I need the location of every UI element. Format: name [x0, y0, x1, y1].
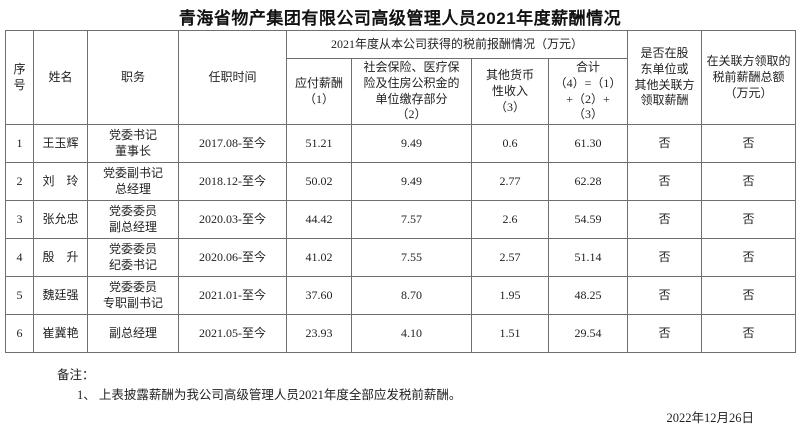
cell-tenure: 2018.12-至今: [178, 162, 287, 202]
cell-other: 2.77: [471, 162, 549, 202]
cell-name: 魏廷强: [33, 276, 88, 316]
cell-seq: 6: [5, 314, 34, 354]
cell-other: 2.57: [471, 238, 549, 278]
notes-label: 备注：: [57, 368, 95, 383]
cell-tenure: 2021.05-至今: [178, 314, 287, 354]
cell-social: 4.10: [351, 314, 472, 354]
cell-related: 否: [701, 314, 797, 354]
cell-related: 否: [701, 200, 797, 240]
cell-shareholder: 否: [627, 276, 703, 316]
cell-payable: 23.93: [286, 314, 352, 354]
note-item: 1、 上表披露薪酬为我公司高级管理人员2021年度全部应发税前薪酬。: [77, 388, 462, 403]
cell-name: 殷 升: [33, 238, 88, 278]
cell-tenure: 2020.06-至今: [178, 238, 287, 278]
page-title: 青海省物产集团有限公司高级管理人员2021年度薪酬情况: [178, 9, 622, 28]
table-row: 1 王玉辉 党委书记 董事长 2017.08-至今 51.21 9.49 0.6…: [5, 124, 797, 164]
table-row: 2 刘 玲 党委副书记 总经理 2018.12-至今 50.02 9.49 2.…: [5, 162, 797, 202]
cell-total: 62.28: [547, 162, 629, 202]
cell-seq: 2: [5, 162, 34, 202]
header-seq: 序 号: [5, 29, 34, 126]
cell-position: 党委委员 副总经理: [87, 200, 179, 240]
header-social: 社会保险、医疗保 险及住房公积金的 单位缴存部分 （2）: [351, 57, 472, 126]
cell-social: 9.49: [351, 162, 472, 202]
cell-payable: 41.02: [286, 238, 352, 278]
cell-payable: 37.60: [286, 276, 352, 316]
cell-other: 1.95: [471, 276, 549, 316]
cell-seq: 1: [5, 124, 34, 164]
cell-name: 张允忠: [33, 200, 88, 240]
cell-total: 48.25: [547, 276, 629, 316]
cell-shareholder: 否: [627, 124, 703, 164]
cell-tenure: 2017.08-至今: [178, 124, 287, 164]
cell-name: 崔冀艳: [33, 314, 88, 354]
table-row: 4 殷 升 党委委员 纪委书记 2020.06-至今 41.02 7.55 2.…: [5, 238, 797, 278]
header-tenure: 任职时间: [178, 29, 287, 126]
cell-related: 否: [701, 162, 797, 202]
cell-related: 否: [701, 124, 797, 164]
cell-social: 8.70: [351, 276, 472, 316]
cell-shareholder: 否: [627, 238, 703, 278]
cell-tenure: 2020.03-至今: [178, 200, 287, 240]
cell-tenure: 2021.01-至今: [178, 276, 287, 316]
header-other: 其他货币 性收入 （3）: [471, 57, 549, 126]
document-date: 2022年12月26日: [666, 411, 754, 425]
cell-payable: 50.02: [286, 162, 352, 202]
cell-related: 否: [701, 276, 797, 316]
table-row: 5 魏廷强 党委委员 专职副书记 2021.01-至今 37.60 8.70 1…: [5, 276, 797, 316]
cell-total: 54.59: [547, 200, 629, 240]
header-payable: 应付薪酬 （1）: [286, 57, 352, 126]
header-shareholder: 是否在股 东单位或 其他关联方 领取薪酬: [627, 29, 703, 126]
cell-position: 党委书记 董事长: [87, 124, 179, 164]
salary-table: 序 号 姓名 职务 任职时间 2021年度从本公司获得的税前报酬情况（万元） 是…: [5, 29, 797, 354]
cell-name: 王玉辉: [33, 124, 88, 164]
notes-section: 备注： 1、 上表披露薪酬为我公司高级管理人员2021年度全部应发税前薪酬。: [57, 366, 800, 404]
cell-seq: 3: [5, 200, 34, 240]
header-related: 在关联方领取的 税前薪酬总额 （万元）: [701, 29, 797, 126]
cell-seq: 4: [5, 238, 34, 278]
cell-shareholder: 否: [627, 162, 703, 202]
header-name: 姓名: [33, 29, 88, 126]
cell-position: 党委委员 专职副书记: [87, 276, 179, 316]
cell-other: 0.6: [471, 124, 549, 164]
cell-total: 51.14: [547, 238, 629, 278]
cell-other: 1.51: [471, 314, 549, 354]
header-position: 职务: [87, 29, 179, 126]
cell-seq: 5: [5, 276, 34, 316]
cell-shareholder: 否: [627, 314, 703, 354]
cell-total: 61.30: [547, 124, 629, 164]
cell-social: 9.49: [351, 124, 472, 164]
cell-payable: 44.42: [286, 200, 352, 240]
header-total: 合计 （4）=（1） +（2）+ （3）: [547, 57, 629, 126]
cell-related: 否: [701, 238, 797, 278]
header-group-pretax: 2021年度从本公司获得的税前报酬情况（万元）: [285, 30, 629, 59]
cell-total: 29.54: [547, 314, 629, 354]
cell-payable: 51.21: [286, 124, 352, 164]
cell-position: 副总经理: [87, 314, 179, 354]
table-row: 6 崔冀艳 副总经理 2021.05-至今 23.93 4.10 1.51 29…: [5, 314, 797, 354]
cell-position: 党委副书记 总经理: [87, 162, 179, 202]
cell-shareholder: 否: [627, 200, 703, 240]
cell-position: 党委委员 纪委书记: [87, 238, 179, 278]
cell-other: 2.6: [471, 200, 549, 240]
cell-name: 刘 玲: [33, 162, 88, 202]
cell-social: 7.57: [351, 200, 472, 240]
cell-social: 7.55: [351, 238, 472, 278]
table-row: 3 张允忠 党委委员 副总经理 2020.03-至今 44.42 7.57 2.…: [5, 200, 797, 240]
